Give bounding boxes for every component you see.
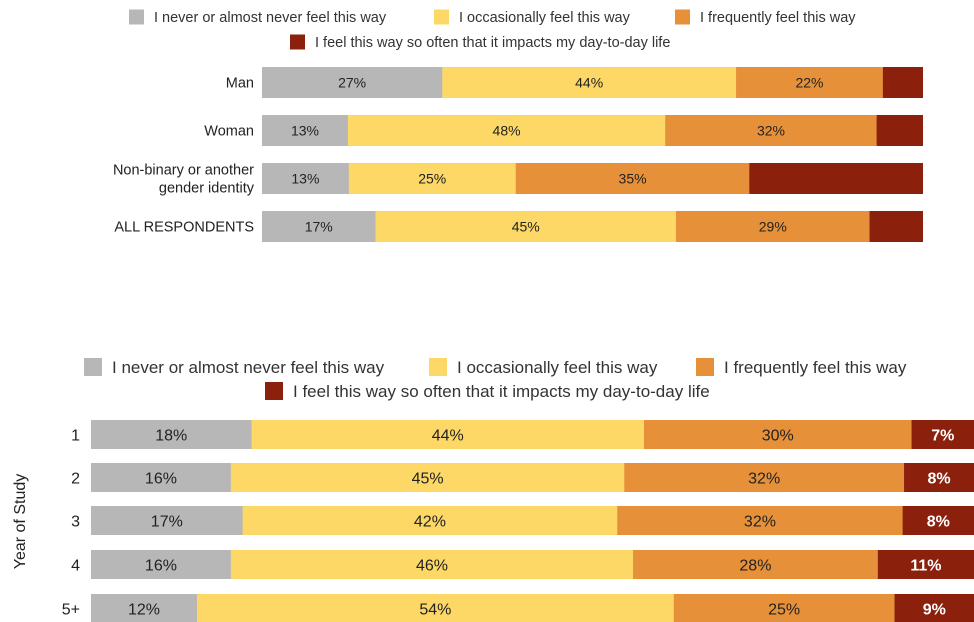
row-label: 5+ [62, 601, 80, 618]
data-label-never: 13% [291, 171, 319, 187]
bar-segment-never [262, 211, 377, 242]
data-label-impacts: 9% [923, 601, 946, 618]
bar-segment-never [262, 67, 443, 98]
legend-label-occasionally: I occasionally feel this way [457, 358, 658, 377]
bar-segment-frequently [633, 550, 879, 579]
data-label-frequently: 22% [795, 75, 823, 91]
bar-segment-occasionally [442, 67, 737, 98]
data-label-occasionally: 44% [432, 427, 464, 444]
bar-segment-impacts [894, 594, 974, 622]
legend-label-never: I never or almost never feel this way [112, 358, 385, 377]
bar-segment-never [91, 420, 253, 449]
bar-segment-never [91, 463, 232, 492]
data-label-never: 13% [291, 123, 319, 139]
bar-segment-never [91, 506, 244, 535]
data-label-never: 12% [128, 601, 160, 618]
bar-segment-occasionally [348, 163, 517, 194]
data-label-never: 18% [155, 427, 187, 444]
data-label-impacts: 11% [910, 557, 941, 574]
data-label-frequently: 32% [744, 513, 776, 530]
row-label: 1 [71, 427, 80, 444]
bar-segment-never [262, 115, 349, 146]
bar-segment-impacts [911, 420, 974, 449]
bar-segment-occasionally [230, 463, 625, 492]
row-label: ALL RESPONDENTS [114, 220, 254, 236]
bar-segment-never [262, 163, 350, 194]
bar-segment-occasionally [230, 550, 634, 579]
legend-swatch-never [129, 9, 144, 25]
data-label-frequently: 35% [619, 171, 647, 187]
row-label: 4 [71, 557, 80, 574]
data-label-never: 16% [145, 470, 177, 487]
legend-swatch-occasionally [429, 358, 447, 376]
data-label-frequently: 28% [739, 557, 771, 574]
data-label-occasionally: 44% [575, 75, 603, 91]
legend-label-frequently: I frequently feel this way [724, 358, 907, 377]
legend-swatch-occasionally [434, 9, 449, 25]
data-label-never: 17% [151, 513, 183, 530]
row-label: gender identity [159, 181, 255, 197]
bar-segment-occasionally [196, 594, 675, 622]
bar-segment-occasionally [347, 115, 666, 146]
data-label-occasionally: 25% [418, 171, 446, 187]
bar-segment-occasionally [251, 420, 645, 449]
legend-swatch-frequently [675, 9, 690, 25]
legend-label-impacts: I feel this way so often that it impacts… [293, 382, 710, 401]
data-label-occasionally: 45% [512, 219, 540, 235]
row-label: Non-binary or another [113, 163, 254, 179]
bar-segment-frequently [617, 506, 904, 535]
bar-segment-never [91, 550, 232, 579]
bar-segment-occasionally [242, 506, 618, 535]
bar-segment-impacts [904, 463, 974, 492]
bar-segment-cap-impacts [749, 163, 923, 194]
row-label: 3 [71, 513, 80, 530]
legend-label-frequently: I frequently feel this way [700, 10, 856, 26]
legend-swatch-never [84, 358, 102, 376]
bar-segment-frequently [736, 67, 884, 98]
bar-segment-never [91, 594, 198, 622]
bar-segment-frequently [673, 594, 896, 622]
bar-segment-cap-impacts [882, 67, 923, 98]
legend-swatch-frequently [696, 358, 714, 376]
data-label-frequently: 32% [757, 123, 785, 139]
data-label-occasionally: 46% [416, 557, 448, 574]
data-label-frequently: 29% [759, 219, 787, 235]
bar-segment-frequently [643, 420, 913, 449]
data-label-never: 16% [145, 557, 177, 574]
row-label: Woman [204, 124, 254, 140]
data-label-impacts: 8% [927, 470, 950, 487]
data-label-frequently: 30% [762, 427, 794, 444]
row-label: 2 [71, 470, 80, 487]
bar-segment-impacts [902, 506, 974, 535]
legend-label-impacts: I feel this way so often that it impacts… [315, 35, 670, 51]
data-label-impacts: 7% [931, 427, 954, 444]
bar-segment-impacts [877, 550, 974, 579]
bar-segment-cap-impacts [876, 115, 923, 146]
bar-segment-frequently [675, 211, 871, 242]
bar-segment-frequently [624, 463, 905, 492]
bar-segment-frequently [665, 115, 878, 146]
data-label-never: 27% [338, 75, 366, 91]
data-label-occasionally: 54% [419, 601, 451, 618]
data-label-occasionally: 48% [493, 123, 521, 139]
data-label-never: 17% [305, 219, 333, 235]
data-label-frequently: 32% [748, 470, 780, 487]
row-label: Man [226, 76, 254, 92]
legend-label-never: I never or almost never feel this way [154, 10, 387, 26]
bar-segment-cap-impacts [869, 211, 923, 242]
bar-segment-frequently [515, 163, 750, 194]
legend-swatch-impacts [265, 382, 283, 400]
data-label-occasionally: 42% [414, 513, 446, 530]
data-label-impacts: 8% [927, 513, 950, 530]
y-axis-title: Year of Study [12, 474, 29, 569]
bar-segment-occasionally [375, 211, 677, 242]
legend-swatch-impacts [290, 34, 305, 50]
data-label-occasionally: 45% [412, 470, 444, 487]
data-label-frequently: 25% [768, 601, 800, 618]
legend-label-occasionally: I occasionally feel this way [459, 10, 631, 26]
